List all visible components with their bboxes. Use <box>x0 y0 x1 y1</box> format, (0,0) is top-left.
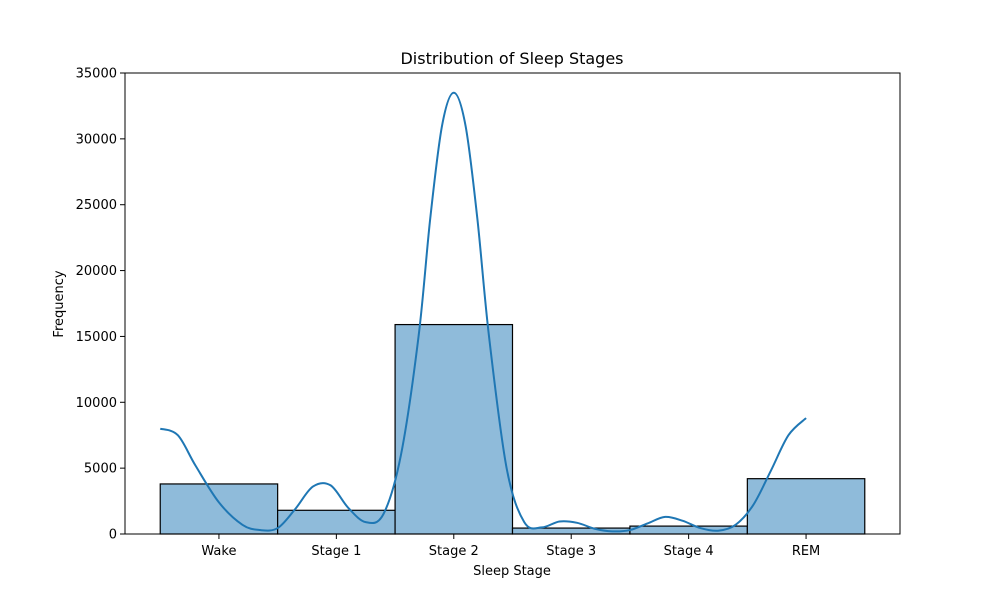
y-axis-ticks: 0 5000 10000 15000 20000 25000 30000 35000 <box>76 67 125 543</box>
bar-wake <box>159 483 279 535</box>
x-tick-label: Wake <box>201 544 236 559</box>
x-tick-label: Stage 4 <box>664 544 714 559</box>
bars <box>159 323 866 535</box>
y-axis-label: Frequency <box>52 270 67 337</box>
x-axis-ticks: Wake Stage 1 Stage 2 Stage 3 Stage 4 REM <box>201 534 820 559</box>
bar-stage-2 <box>394 323 514 535</box>
x-axis-label: Sleep Stage <box>473 564 551 579</box>
x-tick-label: REM <box>792 544 820 559</box>
y-tick-label: 10000 <box>76 396 117 411</box>
bar-rem <box>746 478 866 535</box>
y-tick-label: 35000 <box>76 67 117 82</box>
y-tick-label: 0 <box>109 528 117 543</box>
x-tick-label: Stage 2 <box>429 544 479 559</box>
x-tick-label: Stage 1 <box>311 544 361 559</box>
kde-curve <box>159 91 807 533</box>
y-tick-label: 20000 <box>76 264 117 279</box>
y-tick-label: 15000 <box>76 330 117 345</box>
x-tick-label: Stage 3 <box>546 544 596 559</box>
y-tick-label: 5000 <box>84 462 117 477</box>
plot-frame <box>124 72 901 535</box>
y-tick-label: 25000 <box>76 198 117 213</box>
y-tick-label: 30000 <box>76 132 117 147</box>
kde-curve-group <box>159 91 807 533</box>
chart-title: Distribution of Sleep Stages <box>400 49 623 68</box>
